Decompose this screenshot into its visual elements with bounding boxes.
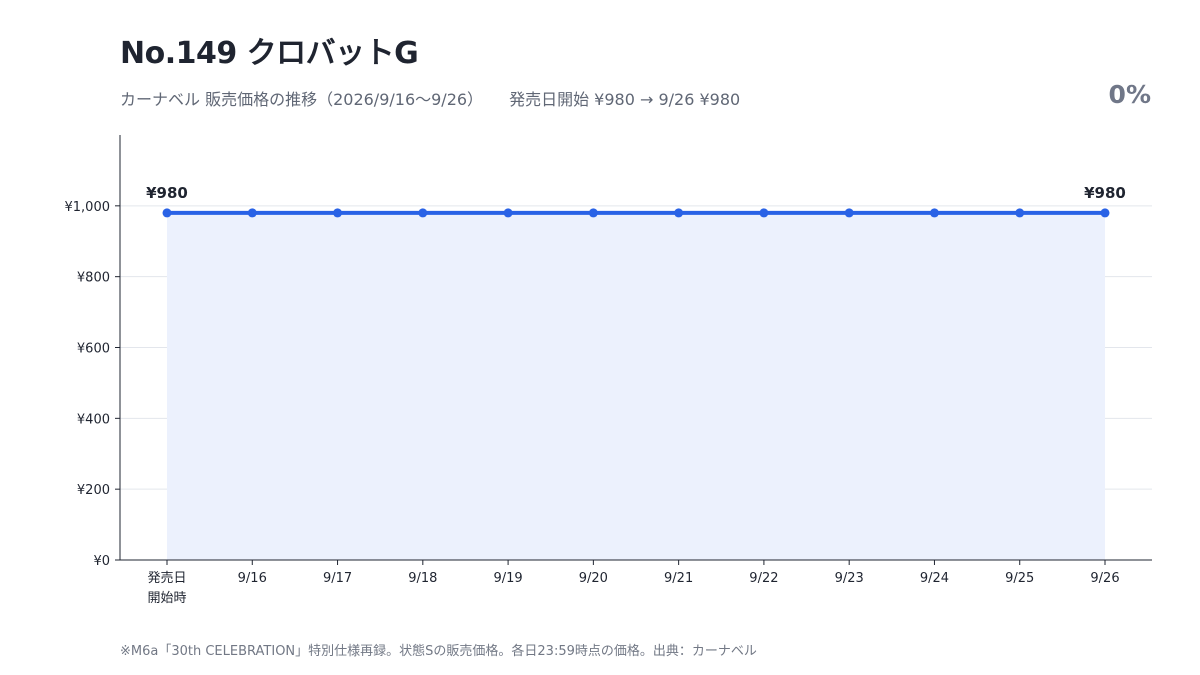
data-point — [418, 208, 428, 218]
x-tick-label: 9/18 — [408, 571, 437, 586]
y-tick-label: ¥1,000 — [65, 200, 111, 215]
data-label: ¥980 — [146, 184, 188, 202]
data-point — [588, 208, 598, 218]
y-tick-label: ¥600 — [77, 342, 110, 357]
area-fill — [167, 212, 1105, 560]
change-percent-badge: 0% — [1108, 80, 1151, 109]
data-point — [1100, 208, 1110, 218]
y-tick-label: ¥200 — [77, 483, 110, 498]
series-area — [167, 212, 1105, 560]
y-tick-label: ¥0 — [93, 554, 110, 569]
data-label: ¥980 — [1084, 184, 1126, 202]
labels: ¥0 ¥200 ¥400 ¥600 ¥800 ¥1,000 発売日開始時 9/16 9/17 9/… — [65, 184, 1126, 606]
subtitle-row: カーナベル 販売価格の推移（2026/9/16〜9/26） 発売日開始 ¥980 … — [120, 86, 740, 110]
data-point — [929, 208, 939, 218]
x-tick-label: 9/24 — [920, 571, 949, 586]
x-tick-label: 9/26 — [1090, 571, 1119, 586]
y-tick-label: ¥800 — [77, 271, 110, 286]
data-point — [674, 208, 684, 218]
data-point — [1015, 208, 1025, 218]
data-point — [503, 208, 513, 218]
x-tick-label: 発売日開始時 — [147, 570, 186, 606]
x-tick-label: 9/23 — [835, 571, 864, 586]
price-summary: 発売日開始 ¥980 → 9/26 ¥980 — [509, 90, 741, 109]
data-point — [162, 208, 172, 218]
series-points — [162, 208, 1110, 218]
x-tick-label: 9/17 — [323, 571, 352, 586]
footnote: ※M6a「30th CELEBRATION」特別仕様再録。状態Sの販売価格。各日… — [120, 644, 757, 659]
y-tick-label: ¥400 — [77, 412, 110, 427]
data-point — [333, 208, 343, 218]
axes — [115, 135, 1152, 565]
x-tick-label: 9/21 — [664, 571, 693, 586]
data-point — [247, 208, 257, 218]
data-point — [759, 208, 769, 218]
x-tick-label: 9/20 — [579, 571, 608, 586]
chart-subtitle: カーナベル 販売価格の推移（2026/9/16〜9/26） — [120, 90, 484, 109]
page-title: No.149 クロバットG — [120, 36, 419, 71]
x-tick-label: 9/16 — [238, 571, 267, 586]
x-tick-label: 9/25 — [1005, 571, 1034, 586]
x-tick-label: 9/19 — [493, 571, 522, 586]
x-tick-label: 9/22 — [749, 571, 778, 586]
data-point — [844, 208, 854, 218]
